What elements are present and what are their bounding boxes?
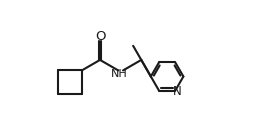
Text: NH: NH — [111, 69, 128, 79]
Text: O: O — [95, 30, 105, 43]
Text: N: N — [173, 85, 181, 98]
